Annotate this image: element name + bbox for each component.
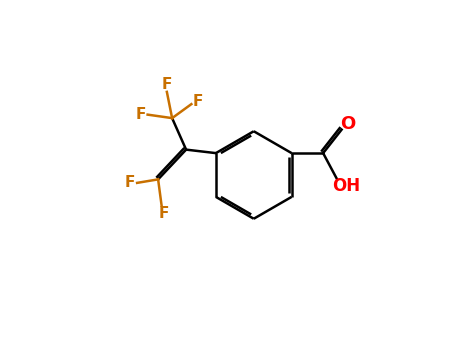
Text: OH: OH [332,177,360,195]
Text: O: O [340,116,355,133]
Text: F: F [136,107,147,122]
Text: F: F [192,94,203,109]
Text: F: F [158,206,168,221]
Text: F: F [125,175,135,190]
Text: F: F [162,77,172,92]
